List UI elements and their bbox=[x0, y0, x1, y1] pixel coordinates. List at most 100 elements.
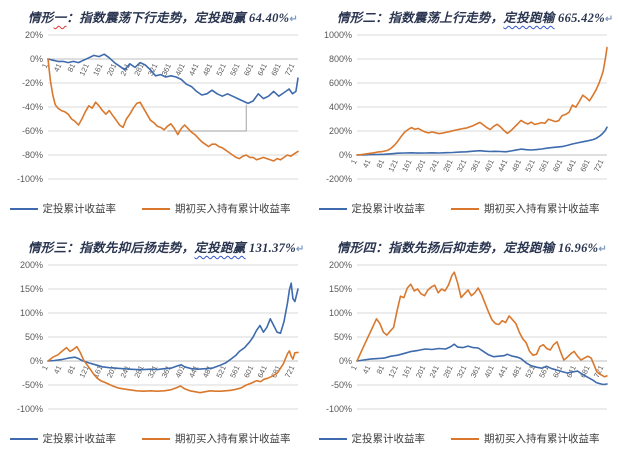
y-tick-label: 0% bbox=[339, 150, 352, 160]
y-tick-label: -100% bbox=[17, 404, 43, 414]
x-tick-label: 721 bbox=[283, 364, 296, 379]
chart-plot-4: 200% 150% 100% 50% 0% -50% -100% 1 41 81 121 161 201… bbox=[326, 260, 608, 414]
series-line-dca bbox=[356, 126, 608, 156]
x-tick-label: 481 bbox=[201, 364, 214, 379]
series-line-dca bbox=[356, 343, 608, 386]
x-tick-label: 121 bbox=[386, 158, 399, 173]
series-line-hold bbox=[356, 46, 608, 156]
hold-line-swatch bbox=[451, 437, 479, 440]
x-tick-label: 81 bbox=[375, 158, 387, 169]
x-tick-label: 321 bbox=[146, 364, 159, 379]
legend-label-dca: 定投累计收益率 bbox=[351, 203, 426, 215]
chart-title-1: 情形一：指数震荡下行走势，定投跑赢 64.40%↵ bbox=[0, 0, 298, 27]
y-tick-label: 0% bbox=[339, 356, 352, 366]
x-tick-label: 241 bbox=[119, 364, 132, 379]
y-tick-label: -80% bbox=[22, 150, 43, 160]
y-tick-label: 0% bbox=[30, 54, 43, 64]
dca-line-swatch bbox=[9, 437, 38, 440]
x-tick-label: 481 bbox=[510, 158, 523, 173]
x-tick-label: 481 bbox=[510, 364, 523, 379]
x-tick-label: 481 bbox=[201, 62, 214, 77]
legend-item-hold: 期初买入持有累计收益率 bbox=[451, 201, 600, 216]
x-tick-label: 681 bbox=[578, 364, 591, 379]
y-tick-label: 800% bbox=[329, 54, 352, 64]
y-tick-label: -100% bbox=[17, 174, 43, 184]
series-line-hold bbox=[47, 58, 299, 162]
legend-label-dca: 定投累计收益率 bbox=[42, 433, 117, 445]
chart-panel-1: 情形一：指数震荡下行走势，定投跑赢 64.40%↵ 20% 0% -20% -40% -… bbox=[0, 0, 309, 230]
legend-item-dca: 定投累计收益率 bbox=[9, 431, 117, 446]
y-tick-label: 150% bbox=[329, 284, 352, 294]
x-tick-label: 441 bbox=[187, 364, 200, 379]
x-tick-label: 521 bbox=[523, 158, 536, 173]
y-tick-label: 150% bbox=[20, 284, 43, 294]
x-tick-label: 41 bbox=[52, 364, 64, 375]
y-tick-label: 50% bbox=[334, 332, 352, 342]
y-tick-label: -40% bbox=[22, 102, 43, 112]
title-text: 665.42% bbox=[554, 11, 605, 25]
dca-line-swatch bbox=[318, 437, 347, 440]
x-tick-label: 241 bbox=[428, 364, 441, 379]
x-tick-label: 281 bbox=[441, 364, 454, 379]
x-tick-label: 401 bbox=[482, 158, 495, 173]
y-tick-label: -50% bbox=[22, 380, 43, 390]
legend-item-hold: 期初买入持有累计收益率 bbox=[142, 431, 291, 446]
legend-label-hold: 期初买入持有累计收益率 bbox=[175, 203, 291, 215]
x-tick-label: 721 bbox=[592, 158, 605, 173]
legend-item-hold: 期初买入持有累计收益率 bbox=[451, 431, 600, 446]
x-tick-label: 161 bbox=[400, 364, 413, 379]
legend-item-dca: 定投累计收益率 bbox=[318, 201, 426, 216]
x-tick-label: 641 bbox=[565, 158, 578, 173]
x-tick-label: 201 bbox=[414, 158, 427, 173]
callout-line bbox=[167, 104, 247, 132]
x-tick-label: 1 bbox=[349, 158, 359, 166]
x-tick-label: 281 bbox=[441, 158, 454, 173]
x-tick-label: 601 bbox=[551, 158, 564, 173]
chart-plot-3: 200%150%100%50%0%-50%-100%1 41 81 121 161 201… bbox=[17, 260, 299, 414]
legend-label-dca: 定投累计收益率 bbox=[42, 203, 117, 215]
chart-panel-4: 情形四：指数先扬后抑走势，定投跑输 16.96%↵ 200% 150% 100% 50… bbox=[309, 230, 618, 460]
legend-item-dca: 定投累计收益率 bbox=[318, 431, 425, 446]
x-tick-label: 81 bbox=[66, 364, 78, 375]
series-line-hold bbox=[47, 345, 299, 394]
x-tick-label: 41 bbox=[361, 364, 373, 375]
x-tick-label: 121 bbox=[386, 364, 399, 379]
x-tick-label: 161 bbox=[400, 158, 413, 173]
chart-panel-3: 情形三：指数先抑后扬走势，定投跑赢 131.37%↵ 200% 150% 100% 5… bbox=[0, 230, 309, 460]
y-tick-label: 200% bbox=[20, 260, 43, 270]
x-tick-label: 641 bbox=[256, 364, 269, 379]
x-tick-label: 441 bbox=[496, 364, 509, 379]
chart-title-4: 情形四：指数先扬后抑走势，定投跑输 16.96%↵ bbox=[309, 230, 607, 257]
series-line-dca bbox=[47, 53, 299, 105]
y-tick-label: -50% bbox=[331, 380, 352, 390]
chart-legend-1: 定投累计收益率 期初买入持有累计收益率 bbox=[0, 201, 300, 216]
series-line-hold bbox=[356, 271, 608, 378]
title-text: 情形四：指数先扬后抑走势，定投跑输 16.96% bbox=[337, 241, 599, 255]
x-tick-label: 281 bbox=[132, 364, 145, 379]
x-tick-label: 321 bbox=[455, 364, 468, 379]
title-text: 情形三：指数先抑后扬走势， bbox=[28, 241, 195, 255]
x-tick-label: 361 bbox=[469, 364, 482, 379]
x-tick-label: 401 bbox=[482, 364, 495, 379]
x-tick-label: 641 bbox=[256, 62, 269, 77]
x-tick-label: 361 bbox=[160, 364, 173, 379]
x-tick-label: 361 bbox=[469, 158, 482, 173]
x-tick-label: 1 bbox=[40, 364, 50, 372]
paragraph-mark: ↵ bbox=[289, 14, 299, 25]
paragraph-mark: ↵ bbox=[604, 14, 614, 25]
y-tick-label: -200% bbox=[326, 174, 352, 184]
x-tick-label: 681 bbox=[269, 62, 282, 77]
y-tick-label: 1000% bbox=[324, 30, 352, 40]
y-tick-label: -100% bbox=[326, 404, 352, 414]
title-text: 情形二：指数震荡上行走势， bbox=[337, 11, 504, 25]
y-tick-label: 200% bbox=[329, 126, 352, 136]
x-tick-label: 681 bbox=[578, 158, 591, 173]
x-tick-label: 561 bbox=[537, 158, 550, 173]
x-tick-label: 241 bbox=[428, 158, 441, 173]
hold-line-swatch bbox=[142, 207, 170, 210]
hold-line-swatch bbox=[142, 437, 170, 440]
y-tick-label: 100% bbox=[329, 308, 352, 318]
series-line-dca bbox=[47, 282, 299, 371]
y-tick-label: 200% bbox=[329, 260, 352, 270]
